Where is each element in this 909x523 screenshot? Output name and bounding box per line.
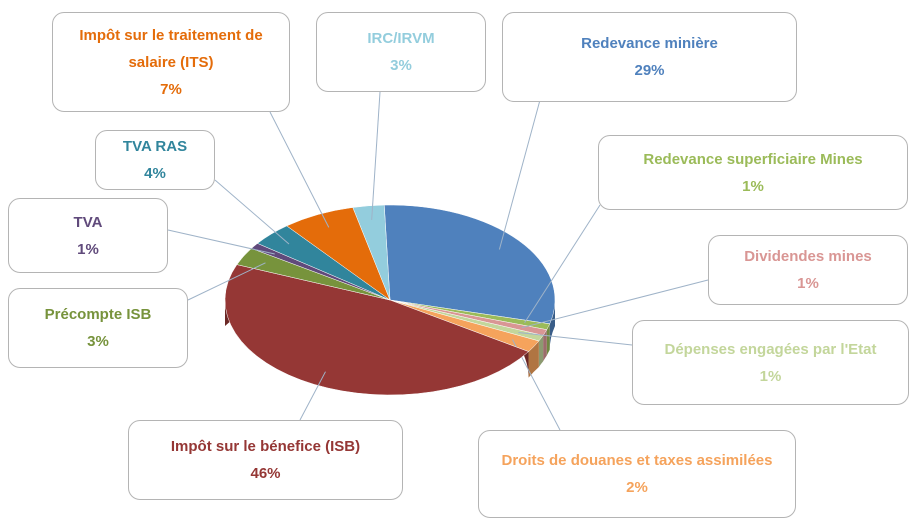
callout: Impôt sur le traitement de salaire (ITS)…: [52, 12, 290, 112]
slice-value: 7%: [160, 80, 182, 98]
slice-name: Dépenses engagées par l'Etat: [664, 340, 877, 358]
leader-line: [521, 279, 709, 329]
callout: Précompte ISB 3%: [8, 288, 188, 368]
leader-line: [524, 204, 601, 324]
callout: TVA 1%: [8, 198, 168, 273]
slice-name: IRC/IRVM: [367, 30, 435, 47]
leader-line: [371, 91, 381, 220]
leader-line: [518, 331, 633, 346]
slice-value: 1%: [77, 240, 99, 258]
slice-value: 3%: [390, 57, 412, 74]
callout: Impôt sur le bénefice (ISB) 46%: [128, 420, 403, 500]
slice-name: Précompte ISB: [44, 306, 152, 323]
slice-name: Impôt sur le traitement de salaire (ITS): [79, 26, 263, 71]
slice-side: [528, 340, 539, 378]
leader-line: [187, 262, 266, 301]
leader-line: [299, 371, 326, 421]
callout: Droits de douanes et taxes assimilées 2%: [478, 430, 796, 518]
slice-side: [543, 329, 547, 362]
slice-name: Droits de douanes et taxes assimilées: [501, 452, 773, 469]
slice-value: 1%: [742, 177, 764, 195]
slice-side: [546, 323, 550, 356]
slice-value: 46%: [250, 465, 281, 482]
callout: Redevance minière 29%: [502, 12, 797, 102]
slice-value: 29%: [634, 62, 665, 79]
slice-value: 1%: [759, 367, 782, 385]
callout: TVA RAS 4%: [95, 130, 215, 190]
slice: [224, 264, 530, 396]
slice-name: TVA RAS: [122, 138, 188, 155]
leader-line: [214, 179, 290, 245]
callout: IRC/IRVM 3%: [316, 12, 486, 92]
leader-line: [167, 229, 275, 255]
slice-name: Impôt sur le bénefice (ISB): [170, 438, 361, 455]
callout: Dividendes mines 1%: [708, 235, 908, 305]
slice-value: 2%: [626, 479, 648, 496]
slice-name: Redevance minière: [581, 35, 718, 52]
leader-line: [269, 111, 330, 228]
slice-name: Redevance superficiaire Mines: [643, 150, 863, 168]
slice: [383, 204, 556, 325]
leader-line: [498, 99, 541, 250]
slice-value: 4%: [144, 165, 166, 182]
slice-value: 3%: [87, 333, 109, 350]
callout: Dépenses engagées par l'Etat 1%: [632, 320, 909, 405]
slice: [352, 204, 391, 301]
slice-value: 1%: [797, 275, 819, 292]
slice-name: TVA: [73, 213, 103, 231]
slice-name: Dividendes mines: [744, 248, 872, 265]
callout: Redevance superficiaire Mines 1%: [598, 135, 908, 210]
slice-side: [538, 335, 544, 367]
